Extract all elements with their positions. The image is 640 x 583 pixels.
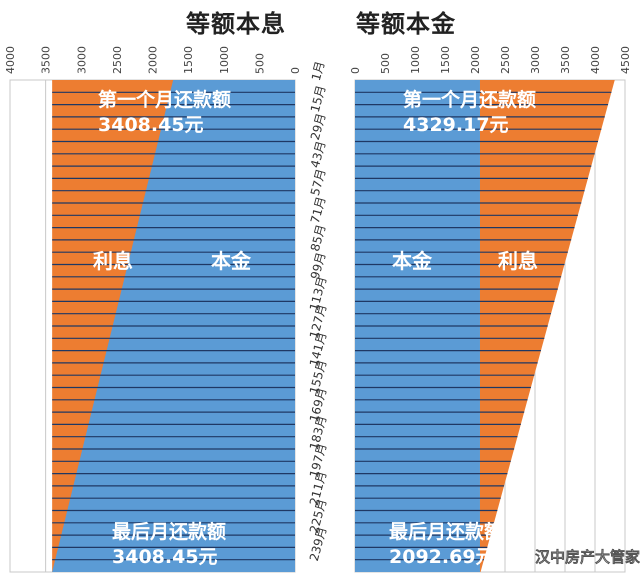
category-label: 15月 bbox=[308, 84, 329, 114]
category-label: 99月 bbox=[308, 251, 329, 281]
category-label: 29月 bbox=[308, 112, 329, 142]
left-x-tick-label: 2000 bbox=[147, 46, 160, 74]
right-last-payment-label: 最后月还款额 bbox=[389, 520, 503, 543]
watermark-text: 汉中房产大管家 bbox=[535, 548, 640, 566]
right-last-payment-value: 2092.69元 bbox=[389, 546, 495, 568]
left-first-payment-value: 3408.45元 bbox=[98, 114, 204, 136]
category-label: 43月 bbox=[308, 139, 329, 169]
right-x-tick-label: 1000 bbox=[409, 46, 422, 74]
right-x-tick-label: 500 bbox=[379, 53, 392, 74]
right-x-tick-label: 1500 bbox=[439, 46, 452, 74]
right-x-tick-label: 4500 bbox=[619, 46, 632, 74]
left-x-tick-label: 3000 bbox=[75, 46, 88, 74]
right-x-tick-label: 3000 bbox=[529, 46, 542, 74]
category-label: 57月 bbox=[308, 167, 329, 197]
left-x-tick-label: 1000 bbox=[218, 46, 231, 74]
right-x-tick-label: 2000 bbox=[469, 46, 482, 74]
category-label: 1月 bbox=[309, 60, 328, 83]
right-x-tick-label: 3500 bbox=[559, 46, 572, 74]
right-x-tick-label: 4000 bbox=[589, 46, 602, 74]
wechat-icon-bubble bbox=[516, 554, 530, 568]
right-chart-title: 等额本金 bbox=[356, 10, 456, 38]
left-x-tick-label: 1500 bbox=[182, 46, 195, 74]
right-principal-label: 本金 bbox=[392, 249, 433, 273]
category-label: 71月 bbox=[308, 195, 329, 225]
left-x-tick-label: 500 bbox=[253, 53, 266, 74]
left-x-tick-label: 3500 bbox=[40, 46, 53, 74]
right-first-payment-label: 第一个月还款额 bbox=[403, 88, 536, 111]
left-interest-label: 利息 bbox=[93, 249, 133, 273]
left-last-payment-value: 3408.45元 bbox=[112, 546, 218, 568]
left-last-payment-label: 最后月还款额 bbox=[112, 520, 226, 543]
left-principal-label: 本金 bbox=[211, 249, 252, 273]
left-x-tick-label: 4000 bbox=[4, 46, 17, 74]
right-first-payment-value: 4329.17元 bbox=[403, 114, 509, 136]
left-first-payment-label: 第一个月还款额 bbox=[98, 88, 231, 111]
left-x-tick-label: 0 bbox=[289, 67, 302, 74]
left-chart-title: 等额本息 bbox=[186, 10, 286, 38]
right-interest-label: 利息 bbox=[498, 249, 538, 273]
right-x-tick-label: 0 bbox=[349, 67, 362, 74]
category-label: 85月 bbox=[308, 223, 329, 253]
right-x-tick-label: 2500 bbox=[499, 46, 512, 74]
left-x-tick-label: 2500 bbox=[111, 46, 124, 74]
